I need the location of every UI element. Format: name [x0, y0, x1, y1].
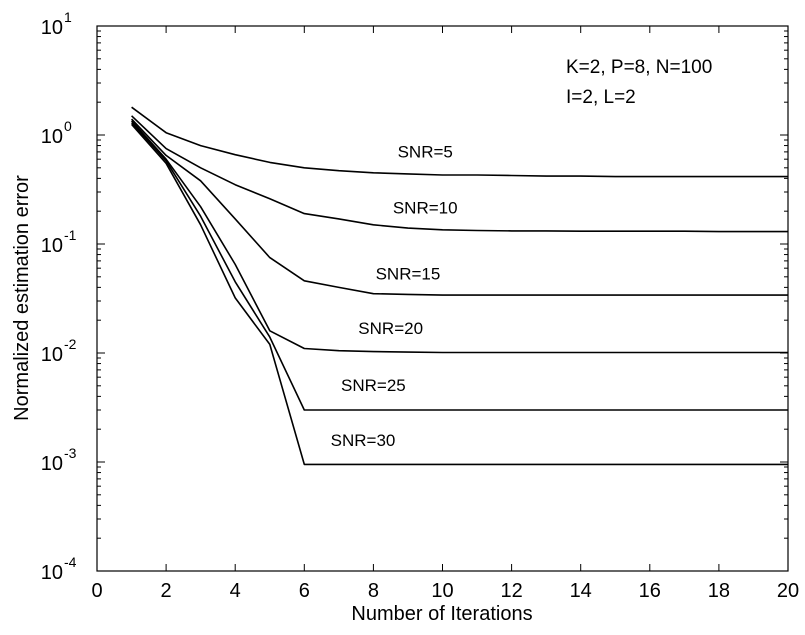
parameter-annotation-line-2: I=2, L=2 [566, 87, 636, 108]
parameter-annotation-line-1: K=2, P=8, N=100 [566, 57, 712, 78]
x-tick-label: 20 [777, 580, 799, 602]
x-tick-label: 14 [570, 580, 592, 602]
series-label: SNR=5 [398, 143, 453, 162]
x-tick-label: 2 [161, 580, 172, 602]
series-line-snr-10 [131, 115, 788, 233]
y-tick-exponent: 0 [64, 118, 72, 134]
y-tick-label: 10 [41, 17, 63, 39]
x-tick-label: 4 [230, 580, 241, 602]
y-tick-label: 10 [41, 562, 63, 584]
y-tick-label: 10 [41, 235, 63, 257]
x-tick-label: 0 [91, 580, 102, 602]
y-tick-exponent: -4 [64, 554, 77, 570]
series-lines [131, 106, 788, 466]
series-line-snr-30 [131, 123, 788, 466]
series-label: SNR=25 [341, 376, 406, 395]
x-tick-label: 16 [639, 580, 661, 602]
y-tick-exponent: 1 [64, 9, 72, 25]
x-axis-ticks: 0 2 4 6 8 10 12 14 16 18 20 [91, 26, 799, 602]
x-tick-label: 6 [299, 580, 310, 602]
x-axis-label: Number of Iterations [351, 603, 532, 625]
y-tick-label: 10 [41, 453, 63, 475]
series-line-snr-20 [131, 120, 788, 354]
y-tick-exponent: -1 [64, 227, 77, 243]
x-tick-label: 12 [500, 580, 522, 602]
x-tick-label: 18 [708, 580, 730, 602]
series-label: SNR=10 [393, 199, 458, 218]
series-labels: SNR=5 SNR=10 SNR=15 SNR=20 SNR=25 SNR=30 [331, 143, 458, 450]
y-tick-label: 10 [41, 126, 63, 148]
series-label: SNR=20 [358, 319, 423, 338]
plot-area [96, 25, 789, 572]
series-label: SNR=30 [331, 431, 396, 450]
series-line-snr-15 [131, 118, 788, 296]
x-tick-label: 10 [431, 580, 453, 602]
y-tick-exponent: -2 [64, 336, 77, 352]
y-axis-label: Normalized estimation error [11, 175, 33, 421]
series-line-snr-5 [131, 106, 788, 178]
x-tick-label: 8 [368, 580, 379, 602]
y-tick-exponent: -3 [64, 445, 77, 461]
y-tick-label: 10 [41, 344, 63, 366]
series-line-snr-25 [131, 122, 788, 411]
series-label: SNR=15 [376, 265, 441, 284]
